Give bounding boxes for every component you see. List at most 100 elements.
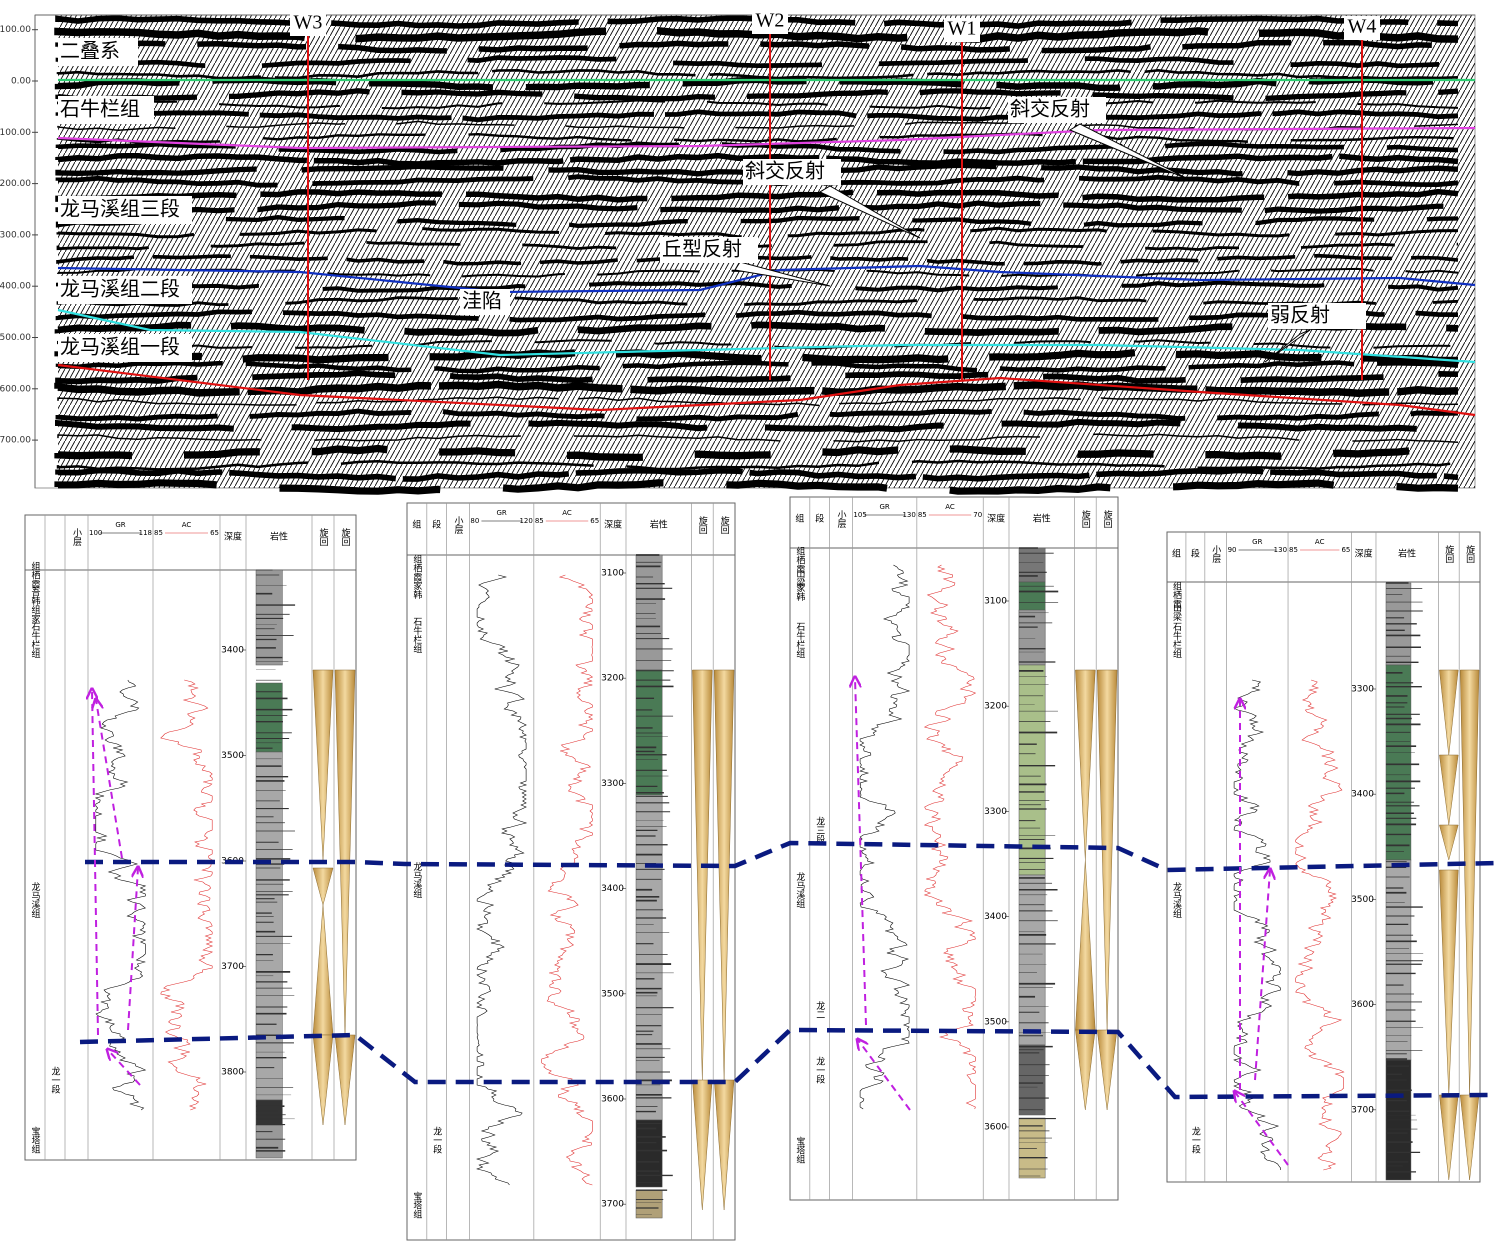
- callout-pointer: [818, 185, 921, 239]
- formation-label: 龙一段: [1190, 1125, 1201, 1154]
- cycle-triangle: [1439, 669, 1459, 756]
- seismic-band: [55, 39, 1459, 54]
- annotation: 斜交反射: [1010, 97, 1090, 121]
- annotation: 弱反射: [1270, 303, 1330, 327]
- formation-label: 二叠系: [60, 39, 120, 63]
- seismic-band: [55, 88, 1459, 102]
- formation-label: 宝塔组: [794, 1135, 805, 1163]
- column-header: 小层: [453, 516, 464, 535]
- cycle-triangle: [1439, 824, 1459, 861]
- log-curve: [94, 679, 147, 1111]
- annotation: 丘型反射: [662, 237, 742, 261]
- formation-label: 龙二: [814, 1000, 825, 1019]
- formation-label: 山梁: [794, 569, 805, 588]
- cycle-triangle: [692, 1079, 713, 1211]
- seismic-band: [57, 433, 1459, 443]
- column-header: 旋回: [1464, 544, 1475, 564]
- annotation: 斜交反射: [745, 159, 825, 183]
- well-label: W1: [948, 18, 977, 40]
- lithology: [255, 682, 283, 753]
- horizon: [57, 264, 1476, 294]
- column-header: 旋回: [1102, 509, 1113, 529]
- formation-label: 龙马溪组: [411, 861, 422, 898]
- lithology: [1018, 1044, 1046, 1116]
- depth-tick-label: 3300: [984, 807, 1007, 817]
- panel-frame: [1166, 531, 1481, 1183]
- log-scale-max: 65: [210, 529, 219, 537]
- seismic-band: [55, 467, 1459, 482]
- log-header: AC: [945, 503, 955, 511]
- trend-arrow: [855, 678, 867, 1026]
- formation-label: 山梁: [1171, 603, 1182, 622]
- depth-tick-label: 300.00: [0, 230, 31, 240]
- column-header: 组: [1172, 548, 1181, 560]
- log-header: GR: [1252, 538, 1262, 546]
- depth-tick-label: 3700: [601, 1200, 624, 1210]
- column-header: 岩性: [270, 531, 288, 543]
- log-header: GR: [496, 509, 506, 517]
- annotation-bg: [660, 237, 758, 263]
- seismic-band: [56, 280, 1459, 293]
- log-header: AC: [562, 509, 572, 517]
- well-label-bg: [290, 12, 326, 36]
- log-scale-max: 120: [519, 517, 532, 525]
- column-header: 组: [795, 513, 804, 525]
- seismic-band: [54, 479, 1459, 495]
- formation-label: 组栖霞: [1171, 580, 1182, 609]
- depth-tick-label: 3600: [1351, 1000, 1374, 1010]
- column-header: 旋回: [1080, 509, 1091, 529]
- column-header: 深度: [1355, 548, 1373, 560]
- log-scale-min: 90: [1228, 546, 1237, 554]
- horizon: [57, 363, 1476, 417]
- column-header: 旋回: [719, 515, 730, 535]
- log-scale-max: 130: [1274, 546, 1287, 554]
- lithology: [1018, 664, 1046, 876]
- column-header: 旋回: [697, 515, 708, 535]
- well-label-bg: [1344, 16, 1380, 40]
- column-header: 旋回: [340, 527, 351, 547]
- formation-label-bg: [58, 196, 192, 224]
- seismic-band: [55, 55, 1459, 69]
- cycle-triangle: [1439, 754, 1459, 826]
- log-scale-max: 65: [1341, 546, 1350, 554]
- formation-label-bg: [58, 334, 192, 362]
- formation-label: 家韩: [411, 580, 422, 600]
- column-header: 段: [432, 519, 441, 531]
- lithology: [635, 554, 663, 671]
- cycle-triangle: [312, 867, 334, 906]
- column-header: 小层: [836, 510, 847, 529]
- column-header: 组: [412, 519, 421, 531]
- formation-label: 石牛栏组: [30, 622, 41, 658]
- cycle-triangle: [1439, 869, 1459, 1096]
- lithology: [255, 1099, 283, 1126]
- log-scale-min: 85: [154, 529, 163, 537]
- depth-tick-label: 3200: [601, 674, 624, 684]
- log-header: GR: [115, 521, 125, 529]
- seismic-band: [57, 396, 1459, 407]
- correlation-line: [85, 840, 1497, 873]
- cycle-triangle: [692, 669, 713, 1081]
- formation-label: 石牛栏组: [794, 622, 805, 658]
- annotation-bg: [1008, 97, 1106, 123]
- depth-tick-label: 3400: [601, 884, 624, 894]
- seismic-band: [55, 188, 1459, 203]
- log-scale-min: 85: [535, 517, 544, 525]
- depth-tick-label: 3500: [1351, 895, 1374, 905]
- log-scale-max: 130: [902, 511, 915, 519]
- annotation-bg: [460, 289, 510, 315]
- depth-tick-label: 200.00: [0, 179, 31, 189]
- formation-label: 龙马溪组三段: [60, 197, 180, 221]
- lithology: [1018, 609, 1046, 666]
- depth-tick-label: 3300: [1351, 685, 1374, 695]
- depth-tick-label: 3500: [984, 1017, 1007, 1027]
- log-scale-max: 118: [139, 529, 152, 537]
- seismic-band: [54, 444, 1459, 462]
- seismic-band: [55, 360, 1459, 374]
- formation-label: 组栖霞: [794, 545, 805, 574]
- trend-arrow: [858, 1040, 911, 1111]
- formation-label: 龙马溪组二段: [60, 277, 180, 301]
- seismic-band: [55, 15, 1459, 29]
- depth-tick-label: 0.00: [11, 77, 31, 87]
- formation-label: 家韩: [794, 582, 805, 602]
- well-label: W3: [294, 12, 323, 34]
